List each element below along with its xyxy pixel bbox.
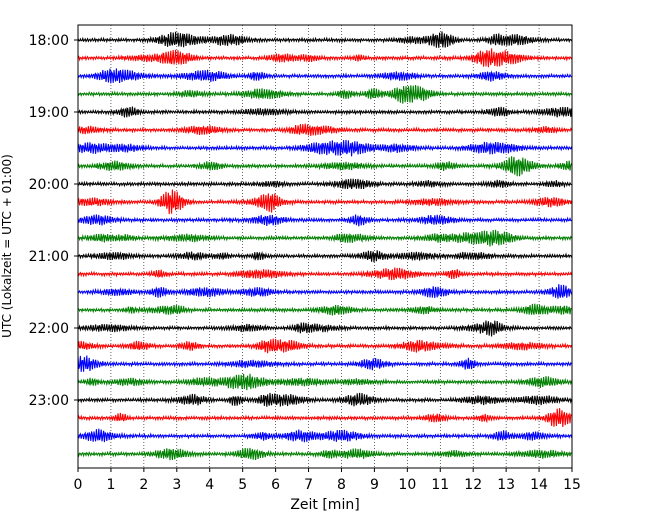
trace-line: [77, 408, 573, 427]
x-tick-label: 12: [464, 477, 482, 493]
y-tick-label: 18:00: [29, 33, 69, 49]
y-tick-label: 20:00: [29, 177, 69, 193]
x-tick-label: 4: [205, 477, 214, 493]
x-tick-label: 11: [431, 477, 449, 493]
y-tick-label: 19:00: [29, 105, 69, 121]
trace-line: [77, 447, 572, 461]
trace-line: [77, 123, 573, 137]
trace-line: [77, 392, 573, 407]
trace-line: [77, 303, 572, 316]
trace-line: [77, 68, 572, 84]
y-tick-label: 22:00: [29, 321, 69, 337]
trace-line: [77, 139, 573, 157]
trace-line: [77, 48, 573, 68]
x-tick-label: 14: [530, 477, 548, 493]
x-tick-label: 2: [139, 477, 148, 493]
y-axis-ticks: 18:00 19:00 20:00 21:00 22:00 23:00: [29, 33, 78, 409]
trace-line: [77, 250, 573, 263]
trace-line: [77, 355, 573, 372]
trace-line: [77, 373, 573, 391]
trace-line: [77, 85, 573, 104]
vertical-gridlines: [110, 25, 540, 468]
x-tick-label: 9: [370, 477, 379, 493]
x-tick-label: 6: [271, 477, 280, 493]
trace-line: [77, 178, 572, 190]
seismogram-traces: [77, 31, 573, 461]
trace-line: [77, 428, 573, 443]
x-tick-label: 10: [398, 477, 416, 493]
trace-line: [77, 106, 573, 118]
x-tick-label: 3: [172, 477, 181, 493]
x-tick-label: 13: [497, 477, 515, 493]
y-axis-label: UTC (Lokalzeit = UTC + 01:00): [0, 154, 14, 338]
trace-line: [77, 31, 573, 48]
y-tick-label: 21:00: [29, 249, 69, 265]
trace-line: [77, 267, 573, 281]
trace-line: [77, 229, 573, 247]
x-axis-ticks: 0 1 2 3 4 5 6 7 8 9 10 11 12 13 14 15: [74, 468, 581, 493]
trace-line: [77, 284, 573, 299]
trace-line: [77, 189, 573, 215]
trace-line: [77, 338, 573, 354]
x-axis-label: Zeit [min]: [290, 497, 359, 513]
x-tick-label: 7: [304, 477, 313, 493]
x-tick-label: 8: [337, 477, 346, 493]
plot-frame: [77, 24, 573, 469]
x-tick-label: 1: [106, 477, 115, 493]
x-tick-label: 5: [238, 477, 247, 493]
y-tick-label: 23:00: [29, 393, 69, 409]
trace-line: [77, 320, 572, 337]
x-tick-label: 15: [563, 477, 581, 493]
trace-line: [77, 214, 572, 227]
trace-line: [77, 156, 573, 177]
x-tick-label: 0: [74, 477, 83, 493]
